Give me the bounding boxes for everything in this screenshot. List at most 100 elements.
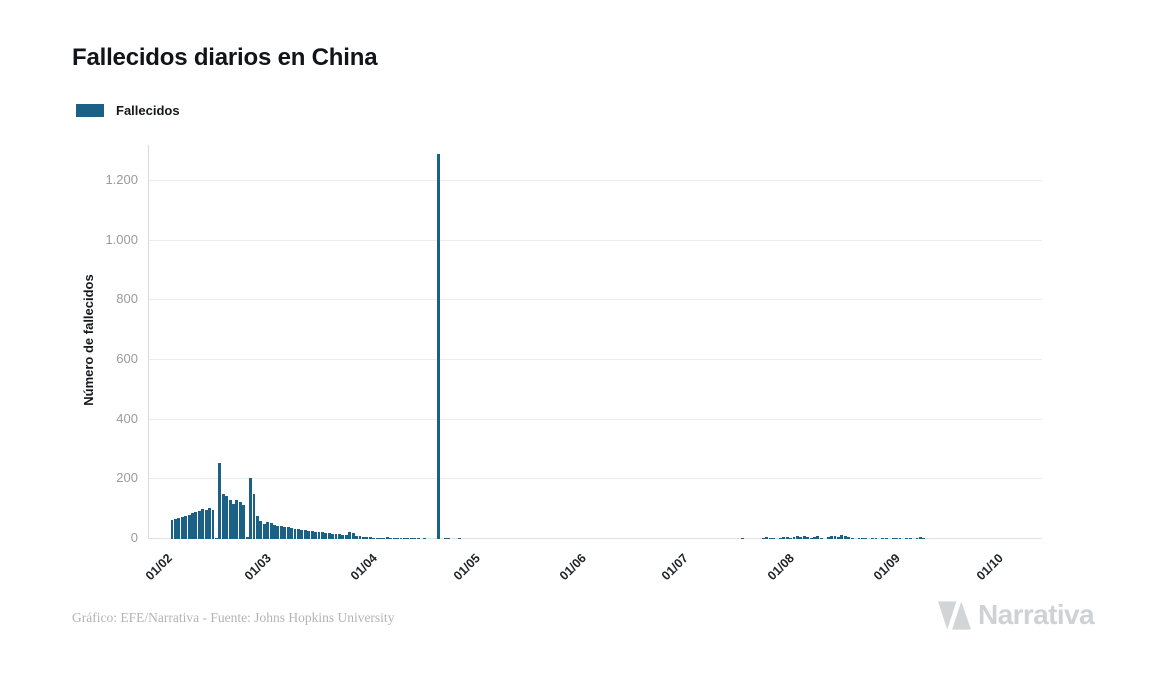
bar[interactable] — [303, 530, 307, 539]
bar[interactable] — [290, 528, 294, 539]
bar[interactable] — [320, 532, 324, 539]
bar[interactable] — [235, 500, 239, 539]
bar[interactable] — [365, 536, 369, 539]
bar[interactable] — [344, 534, 348, 539]
bar[interactable] — [276, 525, 280, 539]
bar[interactable] — [813, 536, 816, 539]
bar[interactable] — [837, 536, 840, 539]
bar[interactable] — [283, 526, 287, 539]
bar[interactable] — [208, 508, 212, 539]
bar[interactable] — [187, 514, 191, 539]
bar[interactable] — [402, 538, 406, 539]
bar[interactable] — [908, 538, 912, 539]
bar[interactable] — [772, 538, 775, 539]
bar[interactable] — [368, 537, 372, 539]
bar[interactable] — [819, 538, 823, 539]
bar[interactable] — [266, 522, 270, 539]
bar[interactable] — [348, 532, 352, 539]
bar[interactable] — [423, 538, 427, 539]
bar[interactable] — [314, 531, 317, 539]
bar[interactable] — [850, 537, 854, 539]
bar[interactable] — [795, 536, 799, 539]
bar[interactable] — [392, 538, 396, 539]
bar[interactable] — [379, 537, 382, 539]
bar[interactable] — [905, 538, 909, 539]
bar[interactable] — [173, 518, 177, 539]
bar[interactable] — [437, 153, 441, 539]
bar[interactable] — [785, 537, 789, 539]
bar[interactable] — [341, 534, 345, 539]
bar[interactable] — [857, 538, 861, 539]
bar[interactable] — [255, 516, 259, 539]
bar[interactable] — [197, 510, 201, 539]
bar[interactable] — [279, 525, 283, 539]
bar[interactable] — [177, 517, 181, 539]
bar[interactable] — [871, 537, 875, 539]
bar[interactable] — [881, 538, 885, 539]
bar[interactable] — [874, 538, 878, 539]
bar[interactable] — [375, 537, 379, 539]
bar[interactable] — [443, 538, 447, 539]
bar[interactable] — [761, 537, 765, 539]
bar[interactable] — [286, 527, 290, 539]
bar[interactable] — [847, 536, 851, 539]
bar[interactable] — [214, 537, 218, 539]
bar[interactable] — [389, 538, 393, 539]
bar[interactable] — [864, 538, 868, 539]
bar[interactable] — [768, 538, 772, 539]
bar[interactable] — [252, 494, 256, 539]
bar[interactable] — [310, 530, 314, 539]
bar[interactable] — [262, 524, 266, 539]
bar[interactable] — [238, 502, 242, 539]
bar[interactable] — [382, 538, 386, 539]
bar[interactable] — [194, 512, 198, 539]
bar[interactable] — [385, 537, 389, 539]
bar[interactable] — [416, 538, 420, 539]
bar[interactable] — [778, 537, 782, 539]
bar[interactable] — [170, 519, 174, 539]
bar[interactable] — [331, 533, 335, 539]
bar[interactable] — [232, 503, 235, 539]
bar[interactable] — [895, 538, 898, 539]
bar[interactable] — [355, 536, 358, 539]
bar[interactable] — [180, 516, 184, 539]
bar[interactable] — [792, 536, 796, 539]
bar[interactable] — [269, 523, 273, 539]
bar[interactable] — [826, 537, 830, 539]
bar[interactable] — [799, 536, 803, 539]
bar[interactable] — [211, 510, 215, 539]
bar[interactable] — [358, 536, 362, 539]
bar[interactable] — [806, 537, 810, 539]
bar[interactable] — [245, 537, 249, 539]
bar[interactable] — [447, 538, 451, 539]
bar[interactable] — [317, 532, 321, 539]
bar[interactable] — [830, 536, 834, 539]
bar[interactable] — [259, 521, 263, 539]
bar[interactable] — [406, 538, 410, 539]
bar[interactable] — [324, 532, 328, 539]
bar[interactable] — [765, 537, 769, 539]
bar[interactable] — [191, 513, 194, 539]
bar[interactable] — [184, 515, 188, 539]
bar[interactable] — [789, 537, 793, 539]
bar[interactable] — [884, 537, 888, 539]
bar[interactable] — [228, 499, 232, 539]
bar[interactable] — [741, 538, 745, 539]
bar[interactable] — [816, 536, 820, 539]
bar[interactable] — [782, 536, 786, 539]
bar[interactable] — [218, 463, 222, 539]
bar[interactable] — [334, 533, 338, 539]
bar[interactable] — [840, 535, 844, 539]
bar[interactable] — [915, 538, 919, 539]
bar[interactable] — [225, 496, 229, 539]
bar[interactable] — [327, 533, 331, 539]
bar[interactable] — [809, 537, 813, 539]
bar[interactable] — [399, 538, 403, 539]
bar[interactable] — [221, 493, 225, 539]
bar[interactable] — [396, 538, 399, 539]
bar[interactable] — [919, 537, 922, 539]
bar[interactable] — [249, 477, 253, 539]
bar[interactable] — [898, 537, 902, 539]
bar[interactable] — [413, 538, 417, 539]
bar[interactable] — [833, 536, 837, 539]
